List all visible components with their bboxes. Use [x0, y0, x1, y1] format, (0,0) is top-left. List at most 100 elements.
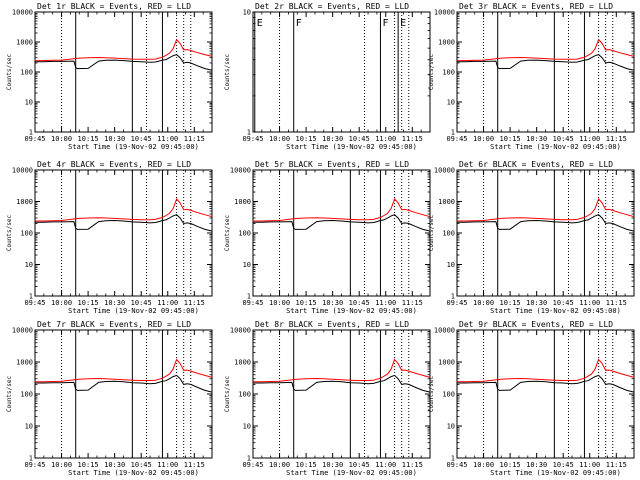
panel-7-xtick-label: 10:00 — [51, 461, 72, 469]
panel-4-series-lld — [35, 198, 213, 222]
panel-6-xtick-label: 10:30 — [526, 299, 547, 307]
panel-6-series-events — [457, 214, 635, 232]
panel-7-xtick-label: 10:30 — [104, 461, 125, 469]
panel-6-xlabel: Start Time (19-Nov-02 09:45:00) — [490, 307, 621, 315]
panel-7-ylabel: Counts/sec — [6, 376, 13, 413]
panel-2-xtick-label: 09:45 — [242, 135, 263, 143]
panel-8-ytick-label: 10000 — [230, 327, 251, 335]
panel-4-ylabel: Counts/sec — [6, 215, 13, 252]
panel-3-ytick-label: 10000 — [434, 9, 455, 17]
panel-8-ytick-label: 10 — [243, 423, 251, 431]
panel-5-xtick-label: 10:00 — [269, 299, 290, 307]
panel-6-ytick-label: 100 — [442, 230, 455, 238]
panel-1-ytick-label: 10000 — [12, 9, 33, 17]
panel-6-ytick-label: 10 — [447, 261, 455, 269]
panel-1-xlabel: Start Time (19-Nov-02 09:45:00) — [68, 143, 199, 151]
panel-3-ytick-label: 1 — [451, 129, 455, 137]
panel-2-xtick-label: 10:45 — [349, 135, 370, 143]
panel-7-xtick-label: 10:15 — [78, 461, 99, 469]
panel-9-series-events — [457, 374, 635, 393]
panel-5-ytick-label: 1 — [247, 293, 251, 301]
panel-5-ylabel: Counts/sec — [224, 215, 231, 252]
panel-7-xtick-label: 11:00 — [157, 461, 178, 469]
panel-4-ytick-label: 10 — [25, 261, 33, 269]
panel-3-ylabel: Counts/sec — [428, 54, 435, 91]
panel-9-ytick-label: 1000 — [438, 359, 455, 367]
panel-5-xtick-label: 10:15 — [296, 299, 317, 307]
panel-5-xtick-label: 10:45 — [349, 299, 370, 307]
panel-3-xtick-label: 10:15 — [500, 135, 521, 143]
panel-1: Det 1r BLACK = Events, RED = LLD 1 10 100 10… — [6, 2, 213, 151]
panel-5-series-lld — [253, 198, 431, 222]
panel-9-xtick-label: 10:00 — [473, 461, 494, 469]
panel-2-flag-label: F — [382, 18, 388, 29]
panel-6-xtick-label: 10:00 — [473, 299, 494, 307]
panel-8-xlabel: Start Time (19-Nov-02 09:45:00) — [286, 469, 417, 477]
panel-4-xlabel: Start Time (19-Nov-02 09:45:00) — [68, 307, 199, 315]
panel-8-ytick-label: 100 — [238, 391, 251, 399]
panel-3-xtick-label: 11:15 — [606, 135, 627, 143]
panel-3-ytick-label: 10 — [447, 99, 455, 107]
panel-2-ytick-label: 1 — [247, 129, 251, 137]
panel-5-series-events — [253, 214, 431, 232]
panel-2-flag-label: E — [257, 18, 263, 29]
panel-9-xtick-label: 10:15 — [500, 461, 521, 469]
panel-4-xtick-label: 10:00 — [51, 299, 72, 307]
panel-6-xtick-label: 11:00 — [579, 299, 600, 307]
panel-4-ytick-label: 10000 — [12, 167, 33, 175]
panel-7-xtick-label: 09:45 — [24, 461, 45, 469]
panel-3-ytick-label: 100 — [442, 69, 455, 77]
panel-5-ytick-label: 100 — [238, 230, 251, 238]
panel-4: Det 4r BLACK = Events, RED = LLD 1 10 100 10… — [6, 160, 213, 315]
panel-1-ytick-label: 1 — [29, 129, 33, 137]
panel-1-ytick-label: 10 — [25, 99, 33, 107]
panel-9-ytick-label: 10000 — [434, 327, 455, 335]
panel-8-ylabel: Counts/sec — [224, 376, 231, 413]
panel-4-ytick-label: 1 — [29, 293, 33, 301]
panel-5-ytick-label: 10000 — [230, 167, 251, 175]
panel-2-ytick-label: 10 — [243, 9, 251, 17]
panel-9-series-lld — [457, 358, 635, 383]
panel-7-xtick-label: 11:15 — [184, 461, 205, 469]
panel-8-ytick-label: 1 — [247, 455, 251, 463]
panel-6: Det 6r BLACK = Events, RED = LLD 1 10 100 10… — [428, 160, 635, 315]
panel-4-series-events — [35, 214, 213, 232]
panel-2: Det 2r BLACK = Events, RED = LLD 1 10 09:45… — [224, 2, 431, 151]
panel-2-xtick-label: 11:00 — [375, 135, 396, 143]
panel-2-flag-label: E — [400, 18, 406, 29]
panel-9-xtick-label: 09:45 — [446, 461, 467, 469]
panel-5-xtick-label: 09:45 — [242, 299, 263, 307]
panel-6-ytick-label: 1 — [451, 293, 455, 301]
panel-3-xtick-label: 10:00 — [473, 135, 494, 143]
panel-1-xtick-label: 11:15 — [184, 135, 205, 143]
panel-1-ylabel: Counts/sec — [6, 54, 13, 91]
panel-4-xtick-label: 11:00 — [157, 299, 178, 307]
panel-8: Det 8r BLACK = Events, RED = LLD 1 10 100 10… — [224, 320, 431, 477]
panel-3-xlabel: Start Time (19-Nov-02 09:45:00) — [490, 143, 621, 151]
panel-1-xtick-label: 10:00 — [51, 135, 72, 143]
panel-7-ytick-label: 100 — [20, 391, 33, 399]
panel-8-series-lld — [253, 358, 431, 383]
panel-9-ytick-label: 1 — [451, 455, 455, 463]
panel-6-xtick-label: 10:45 — [553, 299, 574, 307]
panel-5-xtick-label: 11:00 — [375, 299, 396, 307]
panel-1-xtick-label: 09:45 — [24, 135, 45, 143]
panel-3-ytick-label: 1000 — [438, 39, 455, 47]
panel-1-ytick-label: 100 — [20, 69, 33, 77]
panel-9-title: Det 9r BLACK = Events, RED = LLD — [459, 320, 613, 329]
panel-7-xtick-label: 10:45 — [131, 461, 152, 469]
panel-7-ytick-label: 10 — [25, 423, 33, 431]
panel-9-xtick-label: 10:30 — [526, 461, 547, 469]
panel-1-series-events — [35, 54, 213, 71]
panel-9-ylabel: Counts/sec — [428, 376, 435, 413]
panel-8-ytick-label: 1000 — [234, 359, 251, 367]
panel-5-ytick-label: 1000 — [234, 198, 251, 206]
panel-4-xtick-label: 11:15 — [184, 299, 205, 307]
panel-1-title: Det 1r BLACK = Events, RED = LLD — [37, 2, 191, 11]
panel-7-title: Det 7r BLACK = Events, RED = LLD — [37, 320, 191, 329]
panel-7-series-lld — [35, 358, 213, 383]
panel-2-xtick-label: 11:15 — [402, 135, 423, 143]
panel-5-ytick-label: 10 — [243, 261, 251, 269]
panel-9-xtick-label: 11:00 — [579, 461, 600, 469]
